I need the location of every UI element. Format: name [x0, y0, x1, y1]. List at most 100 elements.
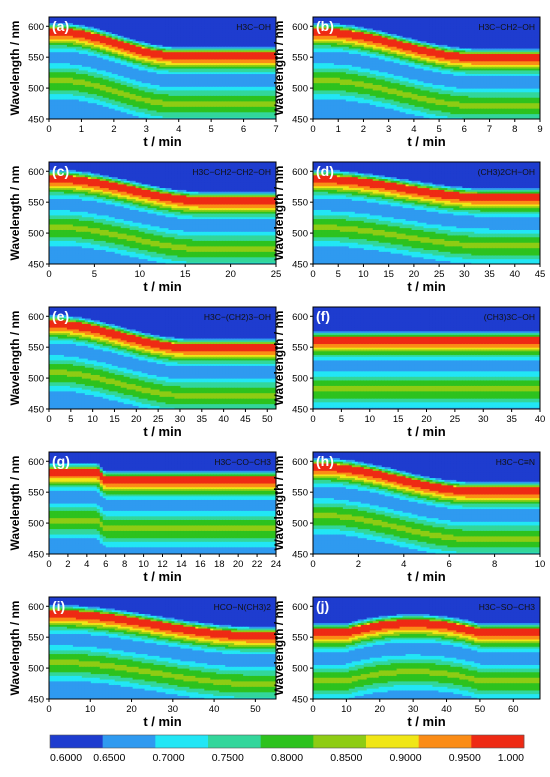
- heatmap-cell: [54, 75, 59, 78]
- heatmap-cell: [336, 33, 341, 36]
- heatmap-cell: [189, 93, 193, 96]
- heatmap-cell: [252, 98, 256, 102]
- heatmap-cell: [231, 20, 235, 24]
- heatmap-cell: [162, 40, 167, 44]
- heatmap-cell: [123, 71, 128, 75]
- heatmap-cell: [165, 58, 170, 62]
- heatmap-cell: [198, 104, 202, 107]
- heatmap-cell: [192, 117, 196, 119]
- heatmap-cell: [204, 113, 208, 116]
- heatmap-cell: [234, 71, 238, 75]
- heatmap-cell: [126, 106, 131, 109]
- heatmap-cell: [159, 86, 164, 89]
- heatmap-cell: [96, 27, 101, 31]
- heatmap-cell: [126, 58, 131, 62]
- heatmap-cell: [117, 115, 122, 118]
- heatmap-cell: [255, 40, 259, 44]
- heatmap-cell: [90, 88, 95, 91]
- heatmap-cell: [138, 97, 143, 100]
- heatmap-cell: [162, 111, 167, 115]
- heatmap-cell: [222, 84, 226, 87]
- heatmap-cell: [114, 95, 119, 98]
- heatmap-cell: [273, 49, 276, 53]
- heatmap-cell: [72, 38, 77, 42]
- heatmap-cell: [93, 111, 98, 115]
- heatmap-cell: [213, 104, 217, 107]
- heatmap-cell: [147, 35, 152, 38]
- heatmap-cell: [321, 104, 326, 107]
- heatmap-cell: [168, 51, 173, 55]
- heatmap-cell: [87, 51, 92, 55]
- y-tick-label: 500: [28, 84, 44, 95]
- heatmap-cell: [57, 31, 62, 34]
- heatmap-cell: [72, 102, 77, 106]
- heatmap-cell: [231, 55, 235, 58]
- heatmap-cell: [183, 29, 187, 33]
- heatmap-cell: [135, 31, 140, 34]
- heatmap-cell: [234, 109, 238, 113]
- heatmap-cell: [57, 104, 62, 107]
- heatmap-cell: [132, 31, 137, 34]
- heatmap-cell: [93, 40, 98, 44]
- heatmap-cell: [63, 89, 68, 93]
- heatmap-cell: [270, 77, 274, 80]
- heatmap-cell: [63, 33, 68, 36]
- heatmap-cell: [135, 98, 140, 102]
- heatmap-cell: [234, 51, 238, 55]
- heatmap-cell: [138, 18, 143, 22]
- heatmap-cell: [117, 102, 122, 106]
- heatmap-cell: [273, 57, 276, 60]
- heatmap-cell: [342, 44, 347, 47]
- heatmap-cell: [153, 89, 158, 93]
- heatmap-cell: [147, 26, 152, 29]
- heatmap-cell: [63, 49, 68, 53]
- heatmap-cell: [240, 18, 244, 22]
- heatmap-cell: [243, 91, 247, 95]
- heatmap-cell: [66, 100, 71, 104]
- heatmap-cell: [57, 88, 62, 91]
- heatmap-cell: [240, 78, 244, 82]
- heatmap-cell: [234, 84, 238, 87]
- heatmap-cell: [321, 37, 326, 40]
- heatmap-cell: [345, 42, 350, 45]
- heatmap-cell: [183, 68, 187, 71]
- heatmap-cell: [159, 22, 164, 25]
- heatmap-cell: [108, 98, 113, 102]
- heatmap-cell: [69, 113, 74, 116]
- heatmap-cell: [225, 75, 229, 78]
- heatmap-cell: [219, 69, 223, 73]
- heatmap-cell: [267, 100, 271, 104]
- heatmap-cell: [72, 106, 77, 109]
- heatmap-cell: [51, 73, 56, 76]
- heatmap-cell: [51, 113, 56, 116]
- heatmap-cell: [198, 53, 202, 56]
- heatmap-cell: [105, 80, 110, 84]
- heatmap-cell: [339, 111, 344, 115]
- heatmap-cell: [264, 29, 268, 33]
- heatmap-cell: [123, 69, 128, 73]
- heatmap-cell: [51, 88, 56, 91]
- heatmap-cell: [168, 17, 173, 20]
- heatmap-cell: [84, 18, 89, 22]
- heatmap-cell: [129, 93, 134, 96]
- heatmap-cell: [258, 60, 262, 64]
- heatmap-cell: [237, 42, 241, 45]
- heatmap-cell: [150, 49, 155, 53]
- heatmap-cell: [183, 57, 187, 60]
- heatmap-cell: [252, 100, 256, 104]
- heatmap-cell: [327, 75, 332, 78]
- heatmap-cell: [72, 97, 77, 100]
- heatmap-cell: [210, 104, 214, 107]
- heatmap-cell: [201, 113, 205, 116]
- heatmap-cell: [189, 47, 193, 51]
- heatmap-cell: [207, 75, 211, 78]
- heatmap-cell: [195, 33, 199, 36]
- heatmap-cell: [213, 68, 217, 71]
- heatmap-cell: [144, 20, 149, 24]
- heatmap-cell: [192, 38, 196, 42]
- heatmap-cell: [189, 26, 193, 29]
- heatmap-cell: [180, 97, 185, 100]
- heatmap-cell: [93, 78, 98, 82]
- heatmap-cell: [330, 113, 335, 116]
- heatmap-cell: [180, 24, 185, 27]
